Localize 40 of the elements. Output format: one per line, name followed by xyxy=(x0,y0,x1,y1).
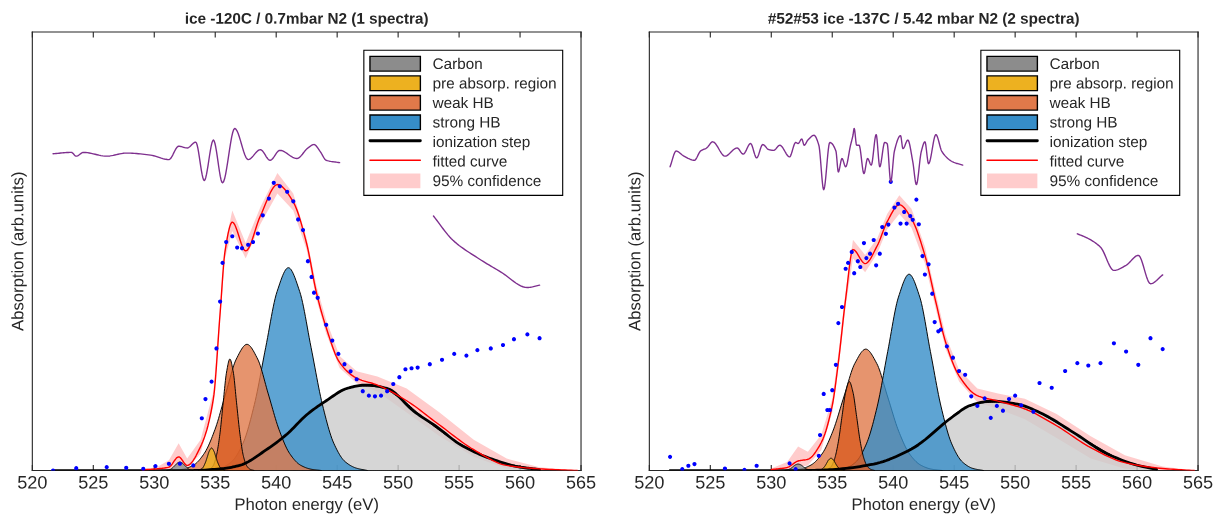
x-tick-label: 550 xyxy=(383,475,413,489)
legend-label: ionization step xyxy=(1050,135,1147,151)
legend-label: pre absorp. region xyxy=(1050,77,1173,92)
x-tick-label: 540 xyxy=(878,475,908,489)
x-axis-title: Photon energy (eV) xyxy=(235,497,378,514)
x-tick-label: 520 xyxy=(17,475,47,489)
x-tick-label: 520 xyxy=(635,475,664,489)
x-tick-label: 545 xyxy=(322,476,352,489)
legend-label: ionization step xyxy=(433,135,530,151)
x-tick-label: 560 xyxy=(1122,475,1152,489)
annotation: 95% confidence xyxy=(433,174,541,187)
x-tick-label: 525 xyxy=(78,475,108,489)
x-tick-label: 555 xyxy=(444,476,474,489)
chart-title: #52#53 ice -137C / 5.42 mbar N2 (2 spectra) xyxy=(768,12,1079,27)
y-axis-title: Absorption (arb.units) xyxy=(11,172,27,331)
legend-label: weak HB xyxy=(432,96,493,109)
x-tick-label: 535 xyxy=(200,475,230,489)
x-tick-label: 545 xyxy=(939,476,969,489)
y-axis-title: Absorption (arb.units) xyxy=(628,172,644,331)
x-tick-label: 565 xyxy=(566,475,596,489)
x-tick-label: 540 xyxy=(261,475,291,489)
x-tick-label: 560 xyxy=(505,475,535,489)
legend-label: strong HB xyxy=(433,116,500,131)
annotation: 95% confidence xyxy=(1050,174,1158,187)
chart-title: ice -120C / 0.7mbar N2 (1 spectra) xyxy=(185,12,428,27)
x-tick-label: 525 xyxy=(695,475,725,489)
x-axis-title: Photon energy (eV) xyxy=(852,497,995,514)
x-tick-label: 530 xyxy=(139,475,169,489)
legend-label: weak HB xyxy=(1049,96,1110,109)
legend-label: strong HB xyxy=(1050,116,1117,131)
x-tick-label: 555 xyxy=(1061,476,1091,489)
x-tick-label: 550 xyxy=(1000,475,1030,489)
legend-label: fitted curve xyxy=(432,155,507,167)
x-tick-label: 535 xyxy=(817,475,847,489)
legend-label: Carbon xyxy=(1050,57,1099,70)
x-tick-label: 565 xyxy=(1183,475,1213,489)
legend-label: pre absorp. region xyxy=(433,77,556,92)
x-tick-label: 530 xyxy=(756,475,786,489)
legend-label: fitted curve xyxy=(1049,155,1124,167)
legend-label: Carbon xyxy=(433,57,482,70)
